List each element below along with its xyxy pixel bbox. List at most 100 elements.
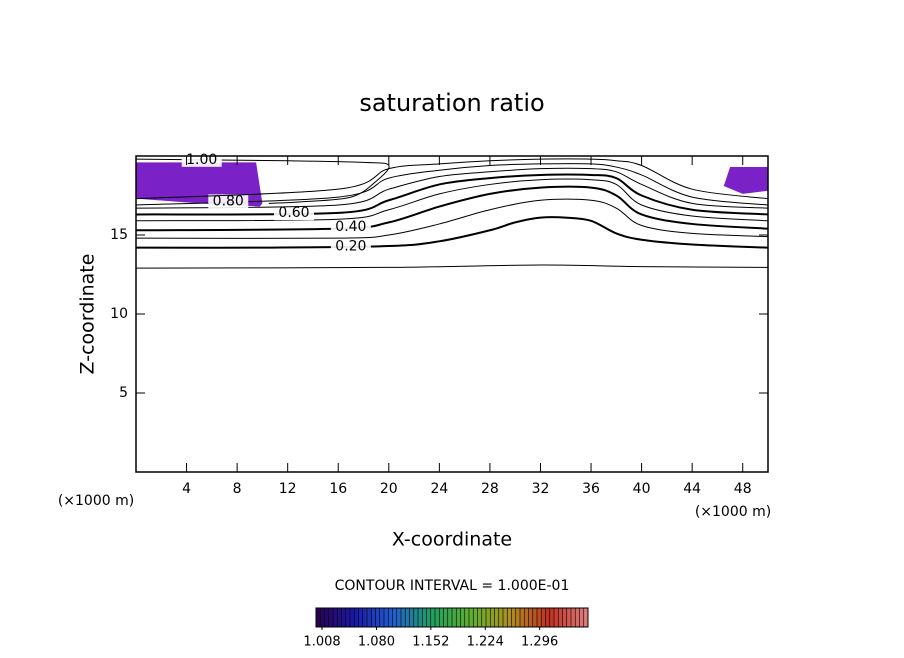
x-tick-label: 40 [633, 481, 651, 497]
colorbar-stripe [486, 608, 491, 627]
x-tick-label: 8 [233, 481, 242, 497]
colorbar-stripe [341, 608, 346, 627]
colorbar-stripe [316, 608, 321, 627]
x-tick-label: 16 [329, 481, 347, 497]
contour-line [135, 173, 769, 216]
colorbar-stripe [328, 608, 333, 627]
colorbar-stripe [511, 608, 516, 627]
x-tick-label: 44 [683, 481, 701, 497]
colorbar-stripe [481, 608, 486, 627]
colorbar-stripe [575, 608, 580, 627]
colorbar-stripe [515, 608, 520, 627]
x-tick-label: 20 [380, 481, 398, 497]
colorbar-stripe [545, 608, 550, 627]
colorbar-stripe [562, 608, 567, 627]
colorbar-stripe [524, 608, 529, 627]
colorbar-stripe [388, 608, 393, 627]
colorbar-stripe [426, 608, 431, 627]
y-tick-label: 15 [110, 227, 128, 243]
colorbar-stripe [566, 608, 571, 627]
colorbar-stripe [367, 608, 372, 627]
contour-line [135, 167, 769, 209]
colorbar-stripe [537, 608, 542, 627]
colorbar-stripe [520, 608, 525, 627]
colorbar-stripe [571, 608, 576, 627]
colorbar-stripe [452, 608, 457, 627]
colorbar-stripe [498, 608, 503, 627]
colorbar-tick-label: 1.296 [521, 635, 558, 650]
contour-line [135, 163, 769, 206]
colorbar-stripe [473, 608, 478, 627]
contour-line [135, 264, 769, 269]
colorbar-stripe [541, 608, 546, 627]
contour-label: 0.80 [213, 193, 244, 209]
colorbar-stripe [439, 608, 444, 627]
colorbar-stripe [464, 608, 469, 627]
colorbar-stripe [469, 608, 474, 627]
x-axis-label: X-coordinate [392, 529, 512, 551]
colorbar-tick-label: 1.008 [303, 635, 340, 650]
colorbar-stripe [477, 608, 482, 627]
colorbar-stripe [554, 608, 559, 627]
contour-label: 0.60 [278, 205, 309, 221]
colorbar-frame [315, 607, 589, 628]
contour-interval: CONTOUR INTERVAL = 1.000E-01 [335, 578, 570, 594]
x-tick-label: 48 [734, 481, 752, 497]
contour-label-bg [330, 220, 371, 235]
colorbar-stripe [379, 608, 384, 627]
colorbar-stripe [333, 608, 338, 627]
colorbar-stripe [405, 608, 410, 627]
colorbar-tick-label: 1.080 [358, 635, 395, 650]
colorbar-stripe [401, 608, 406, 627]
colorbar-stripe [579, 608, 584, 627]
chart-title: saturation ratio [359, 89, 544, 117]
colorbar-stripe [507, 608, 512, 627]
colorbar-stripe [392, 608, 397, 627]
y-unit: (×1000 m) [58, 493, 134, 509]
colorbar-stripe [362, 608, 367, 627]
x-tick-label: 24 [430, 481, 448, 497]
colorbar-stripe [413, 608, 418, 627]
colorbar-stripe [345, 608, 350, 627]
colorbar-stripe [396, 608, 401, 627]
contour-label: 0.40 [335, 219, 366, 235]
x-tick-label: 32 [532, 481, 550, 497]
colorbar-stripe [418, 608, 423, 627]
colorbar-tick-label: 1.152 [412, 635, 449, 650]
x-tick-label: 12 [279, 481, 297, 497]
contour-label-bg [274, 206, 314, 221]
filled-region [723, 167, 768, 194]
colorbar-stripe [324, 608, 329, 627]
y-tick-label: 10 [110, 306, 128, 322]
colorbar-stripe [503, 608, 508, 627]
colorbar-stripe [460, 608, 465, 627]
contour-line [135, 198, 769, 239]
colorbar-stripe [532, 608, 537, 627]
colorbar-stripe [447, 608, 452, 627]
colorbar-stripe [371, 608, 376, 627]
colorbar-stripe [456, 608, 461, 627]
colorbar-stripe [384, 608, 389, 627]
colorbar-stripe [490, 608, 495, 627]
colorbar-stripe [320, 608, 325, 627]
colorbar-stripe [358, 608, 363, 627]
contour-label: 1.00 [186, 152, 217, 168]
contour-label: 0.20 [335, 239, 366, 255]
x-unit: (×1000 m) [695, 504, 771, 520]
colorbar-stripe [337, 608, 342, 627]
colorbar-stripe [354, 608, 359, 627]
colorbar-stripe [409, 608, 414, 627]
colorbar-stripe [443, 608, 448, 627]
colorbar-stripe [422, 608, 427, 627]
contour-line [135, 158, 769, 200]
colorbar-stripe [494, 608, 499, 627]
y-axis-label: Z-coordinate [77, 254, 99, 375]
colorbar-stripe [583, 608, 588, 627]
colorbar-stripe [430, 608, 435, 627]
colorbar-tick-label: 1.224 [467, 635, 504, 650]
colorbar-stripe [375, 608, 380, 627]
contour-label-bg [330, 239, 371, 254]
colorbar-stripe [528, 608, 533, 627]
colorbar-stripe [558, 608, 563, 627]
